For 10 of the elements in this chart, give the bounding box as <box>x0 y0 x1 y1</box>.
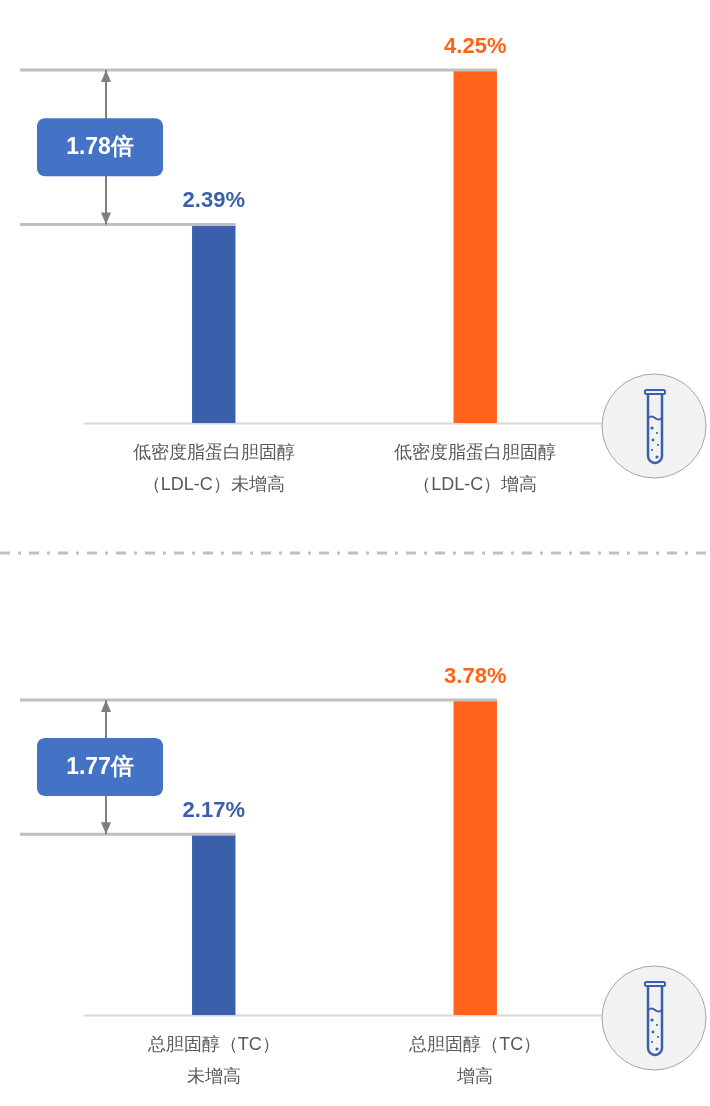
data-label: 2.39% <box>182 187 245 213</box>
annotation: 1.77倍 <box>66 753 134 780</box>
data-label: 3.78% <box>444 663 507 688</box>
x-tick-label: 低密度脂蛋白胆固醇（LDL-C）未增高 <box>132 441 295 494</box>
x-tick-label: 总胆固醇（TC）未增高 <box>146 1033 280 1086</box>
data-label: 2.17% <box>182 797 245 823</box>
data-label: 4.25% <box>444 33 507 58</box>
annotation: 1.78倍 <box>66 133 134 160</box>
x-tick-label: 总胆固醇（TC）增高 <box>408 1033 542 1086</box>
x-tick-label: 低密度脂蛋白胆固醇（LDL-C）增高 <box>394 441 557 494</box>
